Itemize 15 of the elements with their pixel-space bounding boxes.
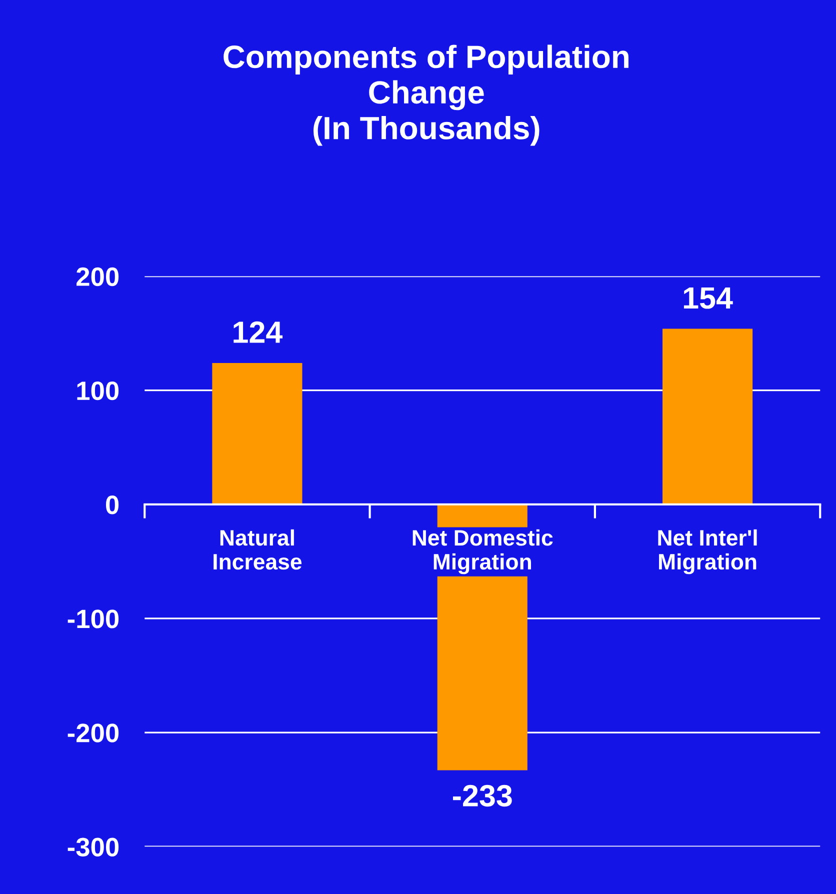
x-tick-label: Natural Increase [214,529,302,570]
chart-title: Components of Population Change (In Thousands) [224,44,628,146]
y-tick-label: -300 [68,838,119,856]
x-tick-label: Net Inter'l Migration [658,529,757,574]
data-label: 154 [684,287,733,309]
y-tick-label: -100 [68,610,119,628]
bar [212,362,302,504]
y-tick-label: 100 [77,381,119,400]
y-tick-label: -200 [68,724,119,742]
data-label: 124 [234,321,283,343]
bar [662,328,753,504]
data-label: -233 [452,784,512,807]
y-tick-label: 0 [106,496,119,514]
y-tick-label: 200 [76,267,119,286]
x-tick-label: Net Domestic Migration [412,529,553,574]
